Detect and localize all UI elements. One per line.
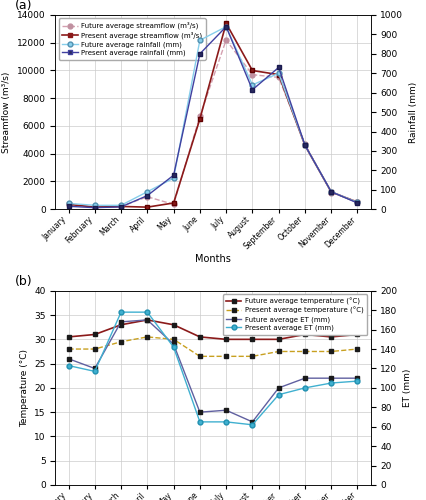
Text: (b): (b) [14,275,32,288]
Y-axis label: Rainfall (mm): Rainfall (mm) [409,82,418,142]
Y-axis label: ET (mm): ET (mm) [403,368,412,407]
Legend: Future average temperature (°C), Present average temperature (°C), Future averag: Future average temperature (°C), Present… [223,294,367,335]
Y-axis label: Temperature (°C): Temperature (°C) [20,349,29,427]
Y-axis label: Streamflow (m³/s): Streamflow (m³/s) [3,72,12,153]
X-axis label: Months: Months [195,254,231,264]
Legend: Future average streamflow (m³/s), Present average streamflow (m³/s), Future aver: Future average streamflow (m³/s), Presen… [59,18,206,59]
Text: (a): (a) [14,0,32,12]
